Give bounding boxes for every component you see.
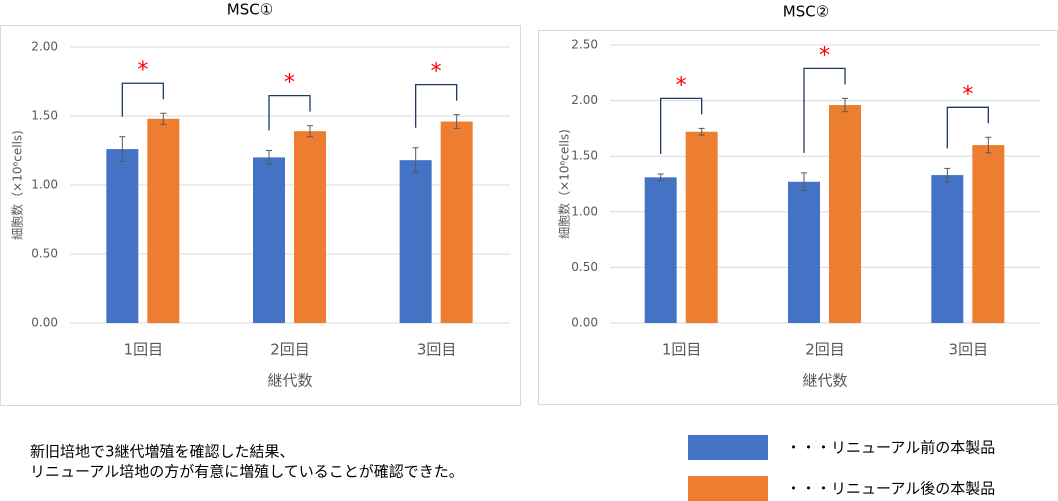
- caption-line: 新旧培地で3継代増殖を確認した結果、: [30, 443, 295, 461]
- x-axis-label: 継代数: [267, 372, 312, 390]
- significance-bracket: [415, 83, 458, 128]
- bar: [931, 175, 964, 323]
- error-bar: [453, 114, 460, 129]
- y-axis-label: 細胞数（×10⁶cells): [10, 130, 25, 240]
- bar: [685, 131, 718, 323]
- error-bar: [266, 150, 272, 165]
- y-tick-label: 0.00: [571, 316, 598, 330]
- error-bar: [801, 172, 807, 192]
- significance-mark: *: [431, 60, 442, 85]
- error-bar: [842, 97, 848, 113]
- legend-swatch: [688, 476, 768, 501]
- bar: [829, 105, 861, 323]
- significance-mark: *: [284, 71, 295, 96]
- error-bar: [160, 112, 167, 125]
- significance-mark: *: [676, 73, 687, 98]
- bar: [788, 181, 820, 323]
- error-bar: [944, 167, 951, 183]
- significance-mark: *: [137, 58, 148, 83]
- y-tick-label: 0.50: [31, 247, 58, 261]
- legend-label: ・・・リニューアル後の本製品: [786, 480, 995, 498]
- significance-bracket: [803, 67, 846, 153]
- y-tick-label: 0.00: [31, 316, 58, 330]
- y-tick-label: 2.00: [571, 93, 598, 107]
- x-tick-label: 1回目: [124, 341, 164, 359]
- x-tick-label: 2回目: [270, 341, 310, 359]
- y-tick-label: 2.00: [31, 40, 58, 54]
- bar: [106, 149, 139, 323]
- bar: [253, 157, 285, 323]
- error-bar: [307, 125, 313, 138]
- bar: [972, 145, 1005, 323]
- caption-line: リニューアル培地の方が有意に増殖していることが確認できた。: [30, 463, 464, 481]
- error-bar: [985, 136, 992, 154]
- legend-label: ・・・リニューアル前の本製品: [786, 439, 995, 457]
- significance-bracket: [660, 97, 703, 154]
- y-tick-label: 2.50: [571, 38, 598, 52]
- error-bar: [698, 127, 705, 136]
- x-axis-label: 継代数: [802, 372, 847, 390]
- significance-mark: *: [962, 82, 973, 107]
- x-tick-label: 3回目: [949, 341, 989, 359]
- y-tick-label: 1.50: [571, 149, 598, 163]
- error-bar: [119, 136, 126, 163]
- y-tick-label: 0.50: [571, 260, 598, 274]
- x-tick-label: 3回目: [417, 341, 457, 359]
- error-bar: [412, 147, 419, 174]
- bar: [644, 177, 677, 323]
- bar: [399, 160, 432, 323]
- chart-title: MSC①: [227, 1, 273, 19]
- error-bar: [657, 173, 664, 182]
- y-axis-label: 細胞数（×10⁶cells): [557, 129, 572, 239]
- bar: [294, 131, 326, 323]
- significance-bracket: [268, 95, 311, 131]
- significance-mark: *: [819, 43, 830, 68]
- panel: [0, 25, 521, 406]
- x-tick-label: 2回目: [805, 341, 845, 359]
- x-tick-label: 1回目: [662, 341, 702, 359]
- bar: [147, 118, 180, 323]
- y-tick-label: 1.00: [31, 178, 58, 192]
- significance-bracket: [946, 106, 989, 149]
- chart-title: MSC②: [783, 3, 829, 21]
- significance-bracket: [121, 82, 164, 117]
- y-tick-label: 1.50: [31, 109, 58, 123]
- legend-swatch: [688, 435, 768, 460]
- bar: [440, 121, 473, 324]
- y-tick-label: 1.00: [571, 204, 598, 218]
